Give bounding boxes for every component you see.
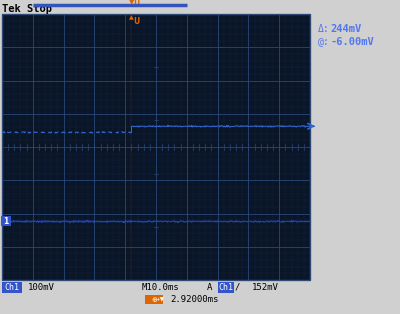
Text: /: / [234, 283, 240, 292]
Text: ⊕: ⊕ [151, 296, 157, 302]
Text: ▲: ▲ [129, 15, 134, 20]
Bar [218, 282, 234, 293]
Text: Δ:: Δ: [318, 24, 330, 34]
Text: 2.92000ms: 2.92000ms [170, 295, 218, 304]
Text: Ch1: Ch1 [218, 283, 234, 292]
Text: Ch1: Ch1 [4, 283, 20, 292]
Text: 244mV: 244mV [330, 24, 361, 34]
Text: M10.0ms: M10.0ms [141, 283, 179, 292]
Bar [2, 14, 310, 280]
Bar [1, 216, 11, 226]
Bar [145, 295, 163, 304]
Text: -: - [130, 0, 133, 4]
Text: 152mV: 152mV [252, 283, 279, 292]
Text: A: A [207, 283, 213, 292]
Text: +▼: +▼ [156, 297, 164, 302]
Text: @:: @: [318, 37, 330, 47]
Text: Tek Stop: Tek Stop [2, 4, 52, 14]
Text: U: U [133, 18, 140, 26]
Text: 100mV: 100mV [28, 283, 55, 292]
Bar [2, 282, 22, 293]
Text: 1: 1 [3, 217, 9, 226]
Text: U: U [133, 0, 140, 8]
Text: -6.00mV: -6.00mV [330, 37, 374, 47]
Text: ▼: ▼ [129, 0, 134, 5]
